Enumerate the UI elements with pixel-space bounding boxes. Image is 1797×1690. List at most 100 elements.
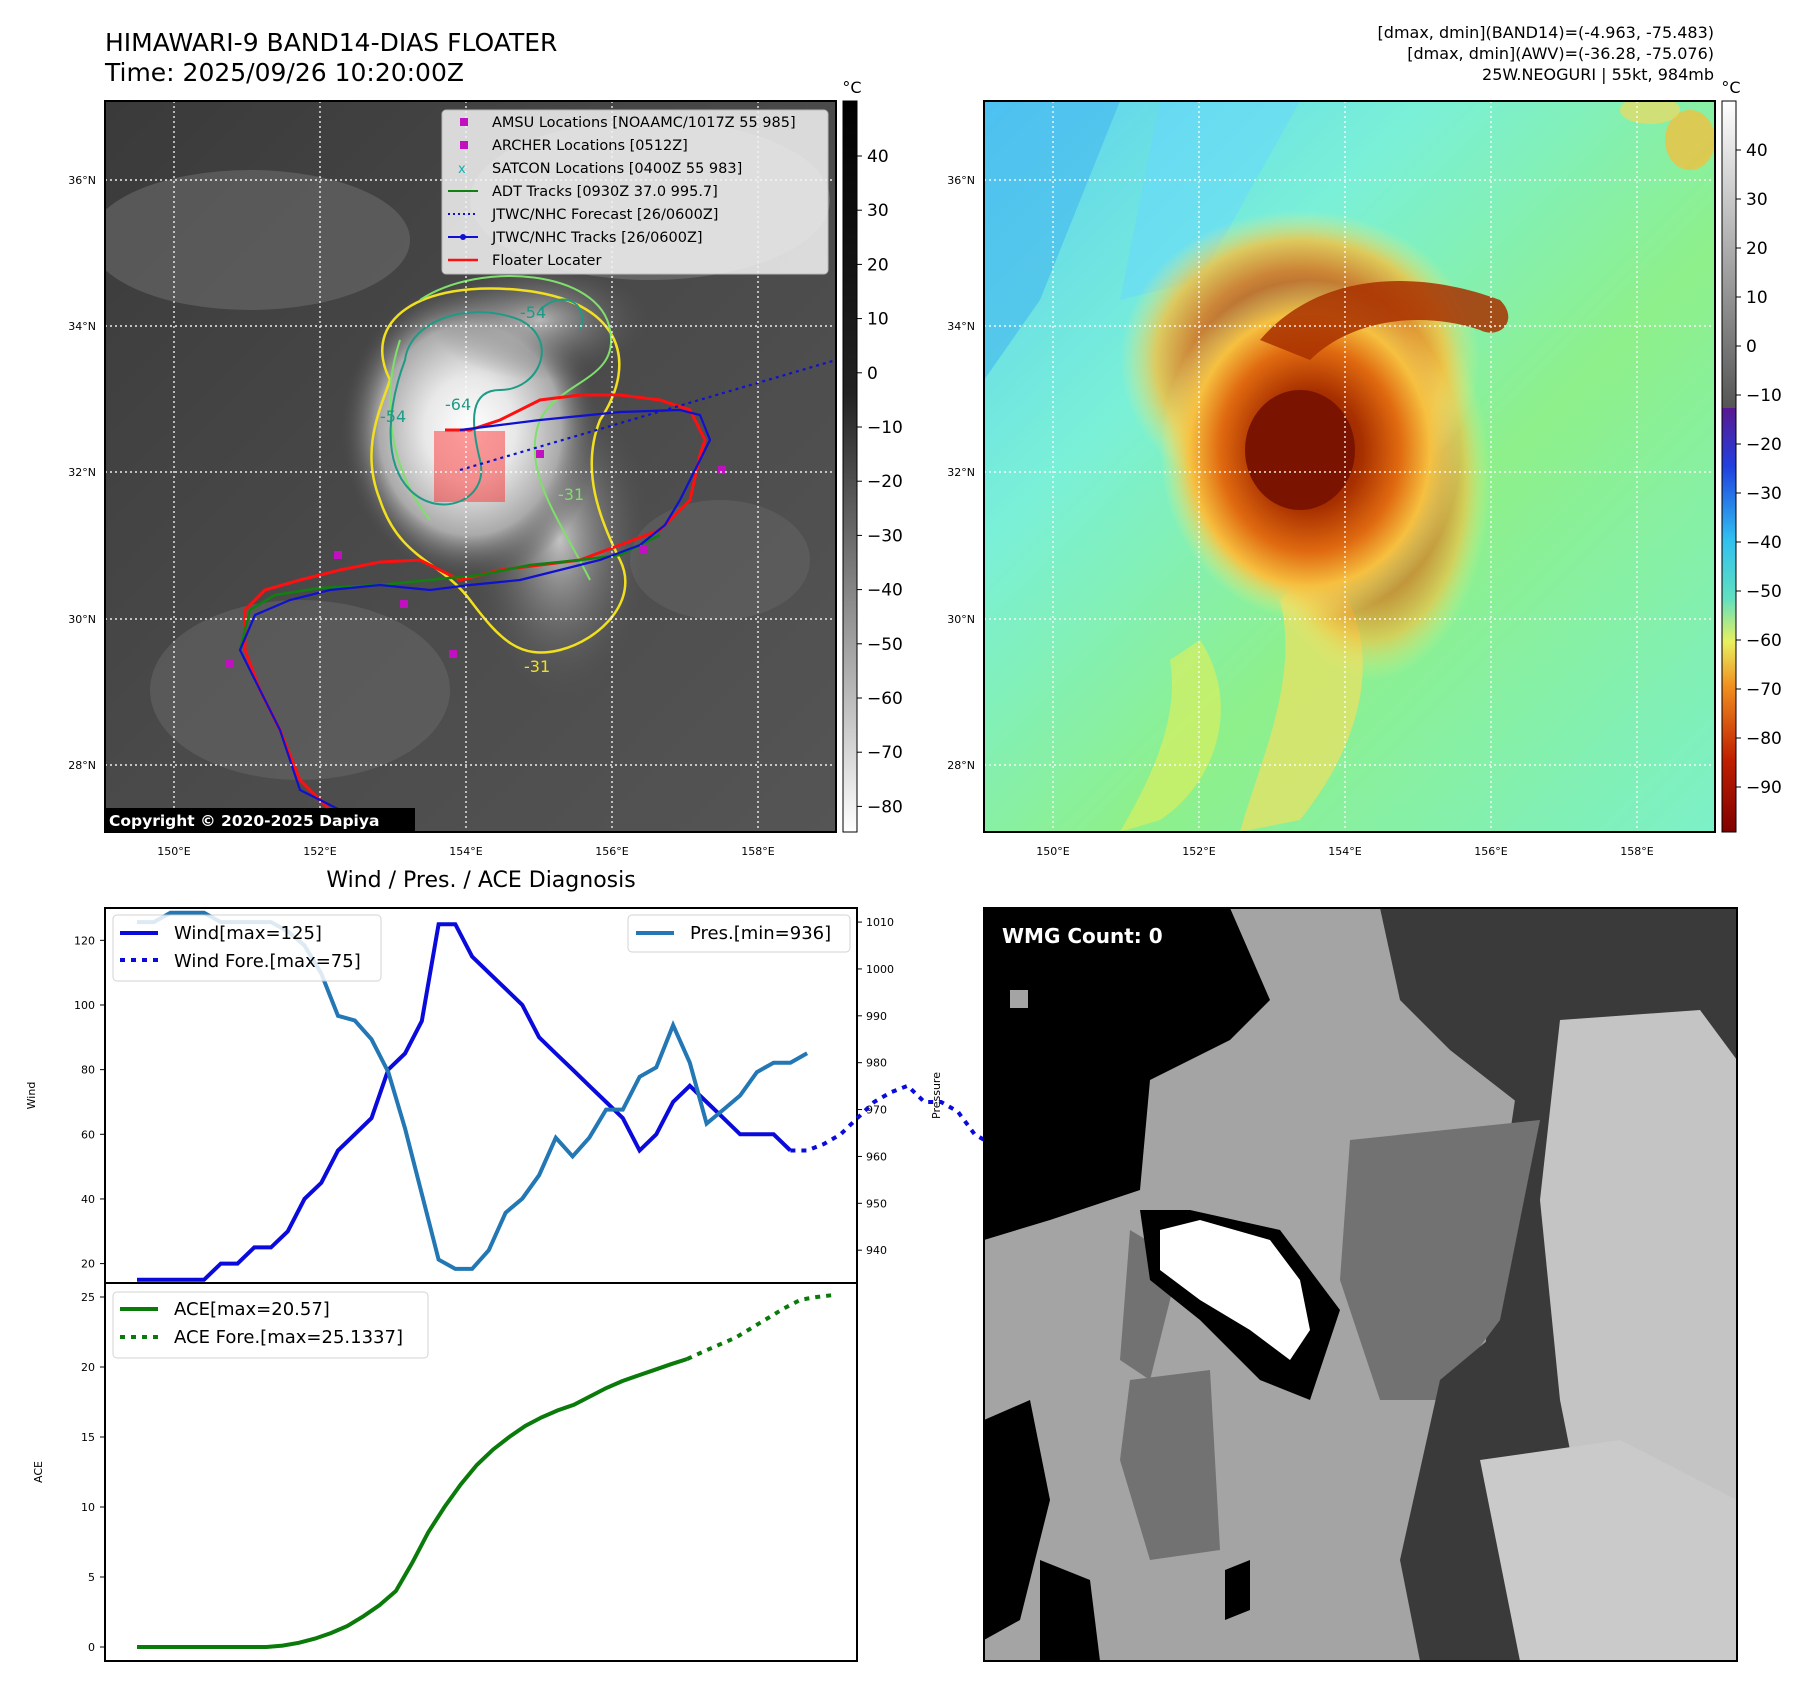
- ir-colorbar: [842, 100, 858, 833]
- colorbar-tick-label: −70: [867, 743, 903, 763]
- colorbar-tick-label: 30: [867, 201, 889, 221]
- wmg-count: WMG Count: 0: [1002, 924, 1163, 948]
- wmg-image: [984, 908, 1737, 1661]
- copyright: Copyright © 2020-2025 Dapiya: [109, 812, 379, 830]
- ytick-label: 100: [74, 999, 95, 1012]
- colorbar-tick-label: −40: [867, 581, 903, 601]
- ace-line: [137, 1357, 688, 1649]
- enhanced-image: [984, 101, 1715, 832]
- lon-label: 158°E: [1620, 845, 1653, 858]
- legend-floater: Floater Locater: [492, 253, 601, 269]
- ytick-label: 25: [81, 1291, 95, 1304]
- lon-label: 152°E: [1182, 845, 1215, 858]
- y2tick-label: 980: [866, 1057, 887, 1070]
- y2tick-label: 970: [866, 1104, 887, 1117]
- legend-adt: ADT Tracks [0930Z 37.0 995.7]: [492, 184, 718, 200]
- legend-pressure: Pres.[min=936]: [690, 923, 831, 944]
- wind-line: [137, 922, 792, 1282]
- ace-legend: [112, 1291, 429, 1359]
- colorbar-tick-label: −10: [1746, 386, 1782, 406]
- colorbar-tick-label: −20: [1746, 435, 1782, 455]
- figure-time: Time: 2025/09/26 10:20:00Z: [104, 58, 464, 87]
- contour-label: -54: [520, 303, 546, 322]
- colorbar-tick-label: −30: [1746, 484, 1782, 504]
- ace-axis-label: ACE: [32, 1461, 45, 1483]
- y2tick-label: 960: [866, 1150, 887, 1163]
- jtwc-track: [238, 408, 712, 811]
- ytick-label: 10: [81, 1501, 95, 1514]
- diagnosis-title: Wind / Pres. / ACE Diagnosis: [326, 868, 635, 893]
- ytick-label: 60: [81, 1128, 95, 1141]
- satcon-marker-icon: x: [458, 162, 466, 177]
- legend-ace: ACE[max=20.57]: [174, 1299, 330, 1320]
- lat-label: 34°N: [947, 320, 975, 333]
- colorbar-tick-label: 40: [867, 147, 889, 167]
- legend-jtwc: JTWC/NHC Tracks [26/0600Z]: [491, 230, 703, 246]
- y2tick-label: 1000: [866, 963, 894, 976]
- ir-legend: AMSU Locations [NOAAMC/1017Z 55 985] ARC…: [441, 109, 829, 275]
- colorbar-tick-label: −30: [867, 526, 903, 546]
- y2tick-label: 990: [866, 1010, 887, 1023]
- colorbar-tick-label: −70: [1746, 680, 1782, 700]
- ytick-label: 5: [88, 1571, 95, 1584]
- colorbar-tick-label: −50: [867, 635, 903, 655]
- y2tick-label: 1010: [866, 916, 894, 929]
- lat-label: 28°N: [947, 759, 975, 772]
- colorbar-tick-label: −10: [867, 418, 903, 438]
- legend-ace-forecast: ACE Fore.[max=25.1337]: [174, 1327, 403, 1348]
- contour-label: -64: [445, 395, 471, 414]
- legend-forecast: JTWC/NHC Forecast [26/0600Z]: [491, 207, 718, 223]
- enhanced-colorbar: [1721, 100, 1737, 833]
- wmg-panel: WMG Count: 0: [983, 907, 1738, 1662]
- copyright-box: [105, 808, 415, 832]
- ir-panel: -54 -64 -54 -31 -31: [68, 78, 903, 858]
- lon-label: 150°E: [157, 845, 190, 858]
- ace-forecast-line: [686, 1293, 834, 1361]
- lat-label: 36°N: [947, 174, 975, 187]
- ytick-label: 15: [81, 1431, 95, 1444]
- colorbar-tick-label: −60: [867, 689, 903, 709]
- ytick-label: 80: [81, 1064, 95, 1077]
- floater-box: [434, 431, 505, 502]
- colorbar-tick-label: −50: [1746, 582, 1782, 602]
- contour-yellow: [370, 287, 627, 654]
- contour-label: -54: [380, 407, 406, 426]
- lon-label: 154°E: [449, 845, 482, 858]
- info-awv: [dmax, dmin](AWV)=(-36.28, -75.076): [1407, 44, 1714, 63]
- lat-label: 30°N: [68, 613, 96, 626]
- colorbar-tick-label: −40: [1746, 533, 1782, 553]
- colorbar-tick-label: 0: [1746, 337, 1757, 357]
- info-storm: 25W.NEOGURI | 55kt, 984mb: [1482, 65, 1714, 84]
- wind-axis-label: Wind: [25, 1082, 38, 1110]
- lat-label: 32°N: [68, 466, 96, 479]
- colorbar-tick-label: −90: [1746, 778, 1782, 798]
- figure-title: HIMAWARI-9 BAND14-DIAS FLOATER: [105, 28, 557, 57]
- colorbar-tick-label: −20: [867, 472, 903, 492]
- colorbar-tick-label: −80: [1746, 729, 1782, 749]
- legend-satcon: SATCON Locations [0400Z 55 983]: [492, 161, 742, 177]
- wind-pressure-chart: 20 40 60 80 100 120 940 950 960 970 980 990 1000 1010…: [25, 907, 993, 1284]
- pressure-legend: [627, 914, 851, 953]
- lon-label: 154°E: [1328, 845, 1361, 858]
- contour-label: -31: [558, 485, 584, 504]
- colorbar-tick-label: 0: [867, 364, 878, 384]
- legend-wind-forecast: Wind Fore.[max=75]: [174, 951, 361, 972]
- colorbar-tick-label: 20: [1746, 239, 1768, 259]
- pressure-axis-label: Pressure: [930, 1072, 943, 1119]
- lat-label: 34°N: [68, 320, 96, 333]
- ytick-label: 20: [81, 1361, 95, 1374]
- lat-label: 30°N: [947, 613, 975, 626]
- info-band14: [dmax, dmin](BAND14)=(-4.963, -75.483): [1378, 23, 1714, 42]
- lat-label: 32°N: [947, 466, 975, 479]
- y2tick-label: 940: [866, 1244, 887, 1257]
- lon-label: 156°E: [595, 845, 628, 858]
- lon-label: 152°E: [303, 845, 336, 858]
- contour-label: -31: [524, 657, 550, 676]
- colorbar-tick-label: 40: [1746, 141, 1768, 161]
- jtwc-forecast: [459, 358, 836, 472]
- lat-label: 36°N: [68, 174, 96, 187]
- ytick-label: 20: [81, 1258, 95, 1271]
- lat-label: 28°N: [68, 759, 96, 772]
- legend-wind: Wind[max=125]: [174, 923, 322, 944]
